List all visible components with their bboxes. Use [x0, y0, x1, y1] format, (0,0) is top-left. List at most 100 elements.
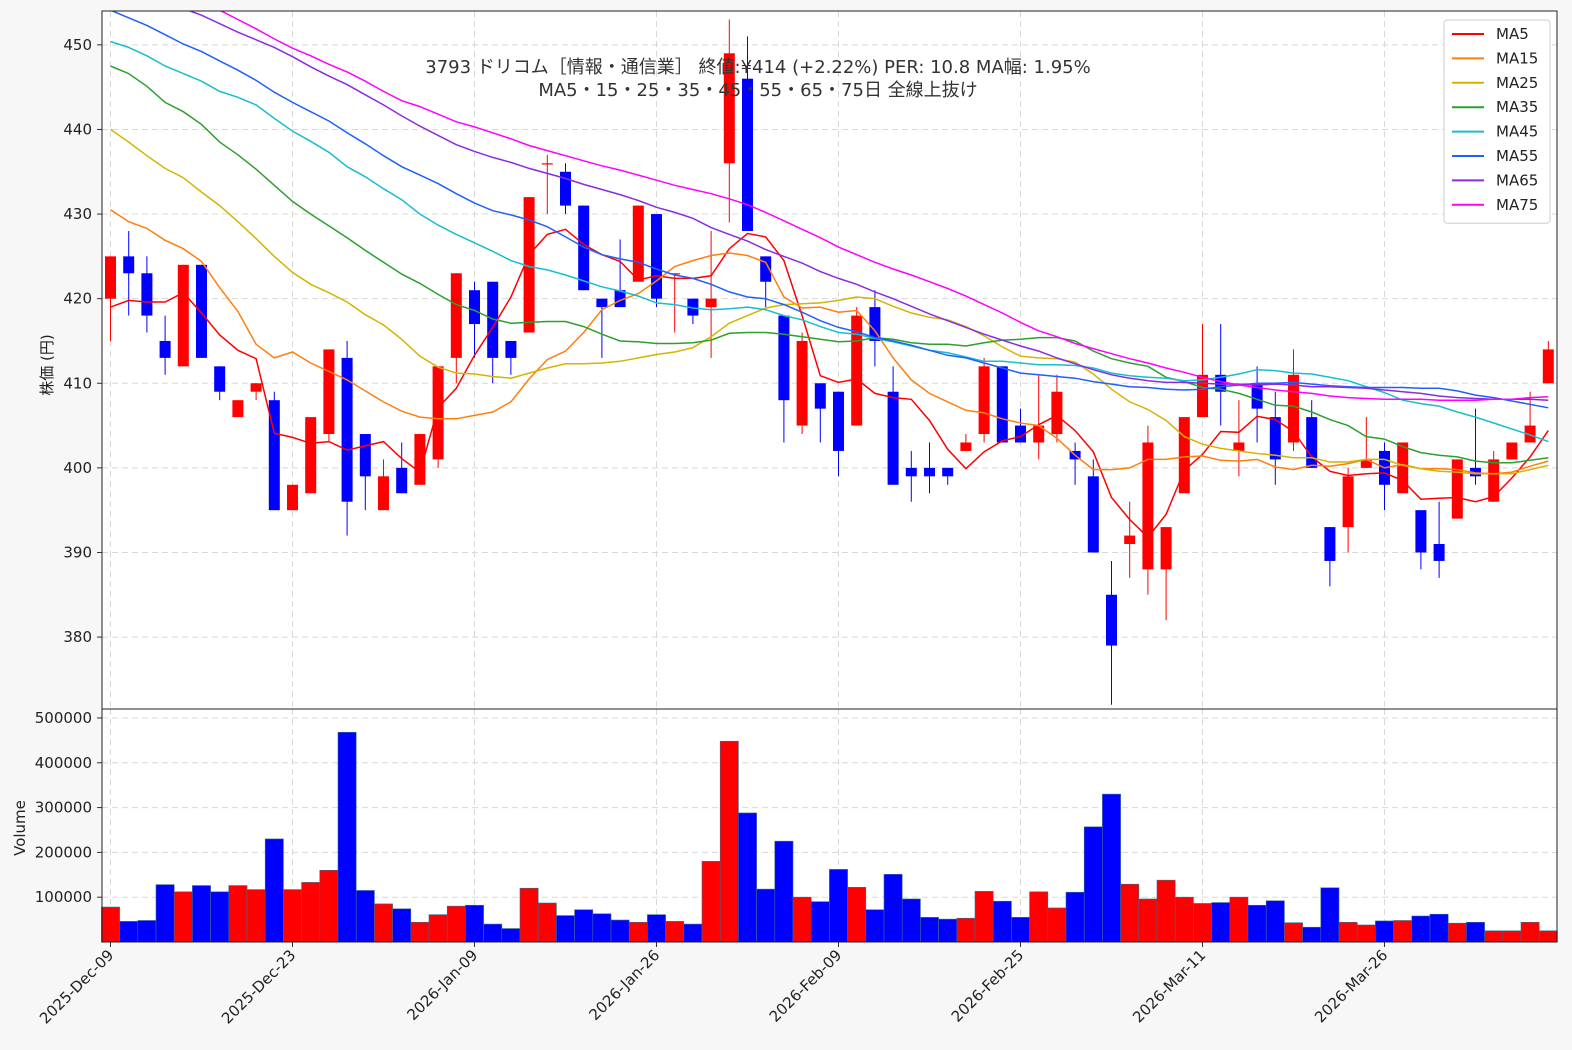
volume-y-tick-label: 100000 [35, 888, 92, 906]
series-line-ma15 [110, 209, 1549, 475]
candle-body [196, 264, 207, 358]
volume-bar [1447, 922, 1467, 943]
candle-body [651, 214, 662, 299]
volume-bar [319, 870, 339, 943]
candle-body [978, 366, 990, 435]
volume-bar [355, 890, 375, 943]
legend-label-ma15: MA15 [1496, 49, 1538, 67]
volume-bar [1247, 904, 1267, 943]
volume-bar [192, 885, 211, 943]
candle-body [1051, 391, 1063, 435]
candle-body [1178, 417, 1190, 494]
volume-bar [1265, 900, 1285, 943]
candle-body [1360, 459, 1372, 468]
candle-body [760, 256, 772, 282]
candle-body [450, 273, 462, 358]
candle-body [505, 340, 517, 358]
volume-bar [519, 887, 539, 943]
volume-bar [1174, 896, 1194, 943]
candle-body [159, 340, 171, 358]
volume-bar [974, 891, 994, 943]
volume-bar [119, 921, 139, 943]
legend-box [1443, 19, 1551, 224]
volume-bar [792, 896, 812, 943]
volume-bar [1047, 907, 1067, 943]
volume-y-axis-label: Volume [11, 800, 29, 856]
volume-bar [1502, 930, 1522, 943]
legend-label-ma45: MA45 [1496, 123, 1538, 141]
x-tick-label: 2025-Dec-23 [218, 946, 299, 1027]
series-line-ma75 [199, 0, 1549, 401]
candle-body [432, 366, 444, 460]
candle-body [1415, 510, 1427, 553]
price-y-tick-label: 430 [63, 205, 92, 223]
candle-body [105, 256, 116, 299]
legend-label-ma65: MA65 [1496, 171, 1538, 189]
x-tick-label: 2026-Feb-09 [766, 946, 846, 1026]
volume-bar [701, 861, 721, 943]
candle-body [869, 307, 881, 341]
candle-body [942, 467, 954, 477]
candle-body [1506, 442, 1518, 460]
candle-body [1542, 349, 1554, 384]
candle-body [1015, 425, 1026, 443]
candle-body [523, 197, 535, 333]
series-line-ma35 [110, 65, 1549, 464]
candle-body [1324, 527, 1336, 561]
volume-bar [1393, 920, 1413, 943]
candle-body [1524, 425, 1536, 443]
series-line-ma65 [156, 0, 1549, 401]
volume-bar [774, 840, 794, 943]
volume-bar [410, 921, 430, 943]
candle-body [541, 163, 553, 165]
candle-body [614, 290, 626, 308]
x-tick-label: 2026-Mar-26 [1311, 946, 1391, 1026]
volume-bar [738, 812, 757, 943]
volume-bar [228, 885, 248, 943]
candle-body [851, 315, 863, 426]
candle-body [1106, 594, 1117, 646]
volume-bar [1284, 922, 1303, 943]
volume-bar [1029, 891, 1049, 943]
candle-body [487, 281, 499, 358]
price-plot-area [102, 11, 1557, 709]
x-tick-label: 2026-Jan-26 [586, 946, 664, 1024]
candle-body [341, 357, 353, 502]
volume-bar [283, 889, 302, 943]
candle-body [287, 484, 298, 511]
candle-body [359, 434, 371, 477]
price-y-tick-label: 410 [63, 374, 92, 392]
candle-body [414, 434, 426, 485]
candle-body [996, 366, 1008, 443]
candle-body [1233, 442, 1245, 451]
candle-body [687, 298, 699, 316]
volume-frame [101, 708, 1558, 943]
volume-y-tick-label: 500000 [35, 709, 92, 727]
chart-title-line2: MA5・15・25・35・45・55・65・75日 全線上抜け [538, 80, 977, 101]
legend-label-ma5: MA5 [1496, 25, 1529, 43]
candle-body [232, 400, 244, 418]
volume-bar [374, 903, 393, 943]
volume-bar [574, 909, 594, 943]
volume-bar [665, 921, 685, 943]
volume-bar [301, 882, 321, 943]
volume-bar [920, 917, 939, 943]
candle-body [177, 264, 189, 367]
candle-body [778, 315, 790, 401]
x-tick-label: 2026-Feb-25 [948, 946, 1028, 1026]
volume-panel: 100000 200000 300000 400000 500000 [35, 708, 1558, 943]
candle-body [669, 273, 681, 275]
volume-bar [829, 869, 848, 943]
price-y-axis-label: 株価 (円) [38, 334, 56, 395]
candle-body [1470, 467, 1481, 477]
volume-bar [465, 904, 484, 943]
volume-bar [264, 838, 284, 943]
volume-bar [1302, 926, 1322, 943]
candle-body [123, 256, 135, 274]
candle-body [1269, 417, 1281, 460]
volume-bar [1229, 896, 1249, 943]
candle-body [723, 53, 735, 164]
candle-body [905, 467, 917, 477]
volume-bar [847, 887, 867, 943]
